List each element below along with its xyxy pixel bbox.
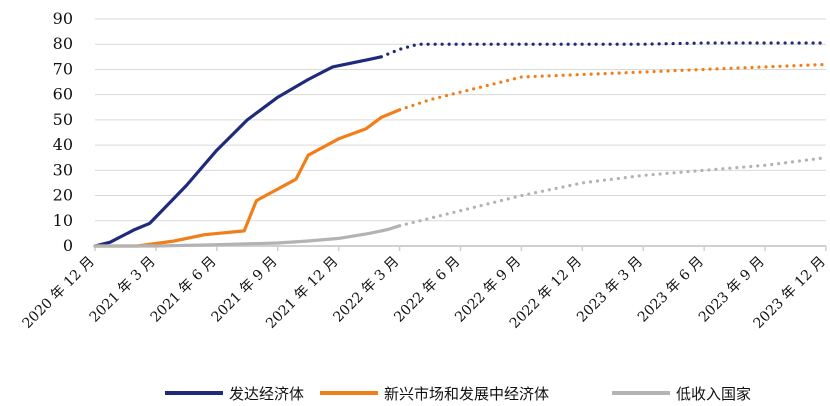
legend-label-advanced: 发达经济体: [229, 383, 304, 404]
legend-swatch-advanced: [165, 391, 223, 395]
legend-item-advanced: 发达经济体: [165, 382, 304, 404]
series-line-actual: [95, 226, 400, 246]
series-line-actual: [95, 57, 381, 246]
series-lines: [95, 43, 826, 246]
legend-label-emerging: 新兴市场和发展中经济体: [384, 383, 549, 404]
y-tick-label: 90: [53, 9, 73, 28]
y-tick-label: 20: [53, 186, 73, 205]
gridlines: [95, 19, 826, 221]
series-line-projected: [400, 64, 826, 109]
x-tick-label: 2020 年 12 月: [19, 254, 97, 332]
legend-item-emerging: 新兴市场和发展中经济体: [320, 382, 549, 404]
legend-item-low-income: 低收入国家: [612, 382, 751, 404]
y-tick-label: 30: [53, 160, 73, 179]
legend-swatch-emerging: [320, 391, 378, 395]
legend-swatch-low-income: [612, 391, 670, 395]
y-tick-label: 40: [53, 135, 73, 154]
y-tick-label: 60: [53, 85, 73, 104]
y-tick-label: 70: [53, 59, 73, 78]
y-tick-label: 80: [53, 34, 73, 53]
y-axis: 0 10 20 30 40 50 60 70 80 90: [53, 9, 73, 255]
y-tick-label: 10: [53, 211, 73, 230]
y-tick-label: 50: [53, 110, 73, 129]
legend-label-low-income: 低收入国家: [676, 383, 751, 404]
series-line-projected: [400, 158, 826, 226]
y-tick-label: 0: [63, 236, 73, 255]
legend: 发达经济体 新兴市场和发展中经济体 低收入国家: [0, 382, 830, 404]
series-line-projected: [381, 43, 826, 57]
